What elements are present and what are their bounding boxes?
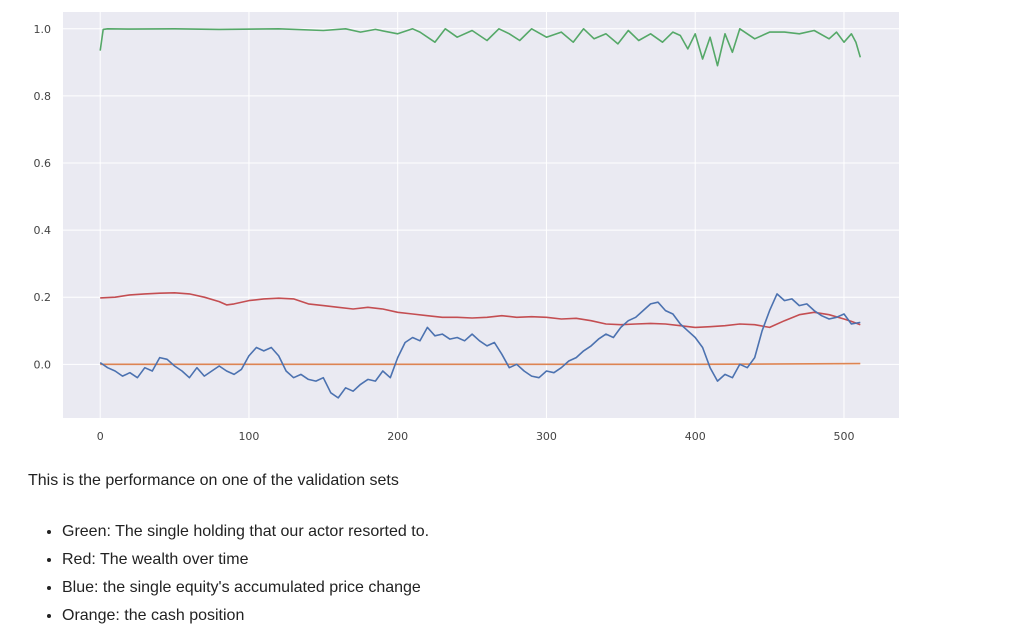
series-line-green [99, 27, 862, 67]
chart-caption: This is the performance on one of the va… [28, 472, 399, 489]
y-tick-label: 0.4 [34, 224, 52, 237]
legend-item-green: Green: The single holding that our actor… [62, 518, 429, 546]
series-line-orange [100, 362, 861, 366]
y-tick-label: 0.8 [34, 90, 52, 103]
y-tick-label: 0.0 [34, 358, 52, 371]
y-tick-labels: 0.0 0.2 0.4 0.6 0.8 1.0 [34, 23, 52, 372]
x-tick-label: 100 [238, 430, 259, 443]
y-tick-label: 0.2 [34, 291, 52, 304]
series-line-red [100, 291, 861, 329]
series-line-blue [99, 293, 861, 399]
legend-item-blue: Blue: the single equity's accumulated pr… [62, 574, 429, 602]
x-tick-label: 0 [97, 430, 104, 443]
x-tick-label: 500 [833, 430, 854, 443]
series-layer [99, 27, 862, 399]
line-chart: 0 100 200 300 400 500 0.0 0.2 0.4 0.6 0.8 1.0 [34, 12, 899, 443]
legend-item-red: Red: The wealth over time [62, 546, 429, 574]
x-tick-labels: 0 100 200 300 400 500 [97, 430, 855, 443]
x-tick-label: 400 [685, 430, 706, 443]
plot-background [63, 12, 899, 418]
y-tick-label: 0.6 [34, 157, 52, 170]
x-tick-label: 300 [536, 430, 557, 443]
x-tick-label: 200 [387, 430, 408, 443]
y-tick-label: 1.0 [34, 23, 52, 36]
legend-item-orange: Orange: the cash position [62, 602, 429, 630]
legend-list: Green: The single holding that our actor… [38, 518, 429, 630]
